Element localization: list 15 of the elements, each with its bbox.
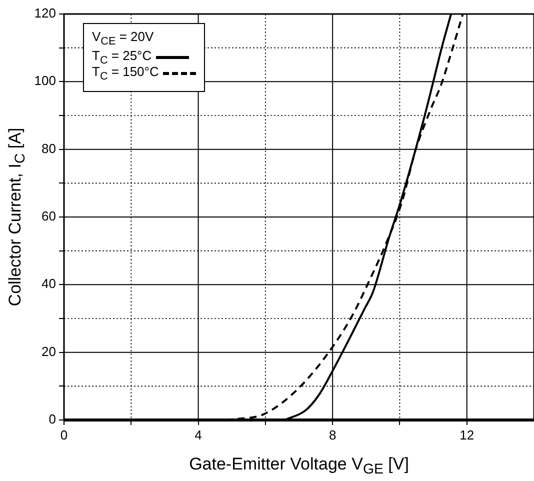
x-axis-title: Gate-Emitter Voltage V$_{GE}$ [V]	[189, 454, 409, 478]
y-tick-label: 120	[34, 6, 56, 21]
legend-label: T$_{C}$ = 25°C	[92, 48, 152, 66]
x-tick-label: 8	[328, 427, 336, 442]
y-tick-label: 60	[42, 208, 56, 224]
y-tick-label: 100	[34, 73, 56, 88]
y-tick-label: 0	[48, 412, 56, 427]
y-tick-label: 20	[42, 344, 56, 359]
legend-title: V$_{CE}$ = 20V	[92, 29, 155, 48]
x-tick-label: 4	[194, 427, 202, 442]
legend-label: T$_{C}$ = 150°C	[92, 64, 159, 82]
x-tick-label: 0	[60, 427, 68, 442]
x-tick-label: 12	[460, 427, 474, 442]
y-tick-label: 80	[42, 140, 56, 156]
y-tick-label: 40	[42, 276, 56, 292]
